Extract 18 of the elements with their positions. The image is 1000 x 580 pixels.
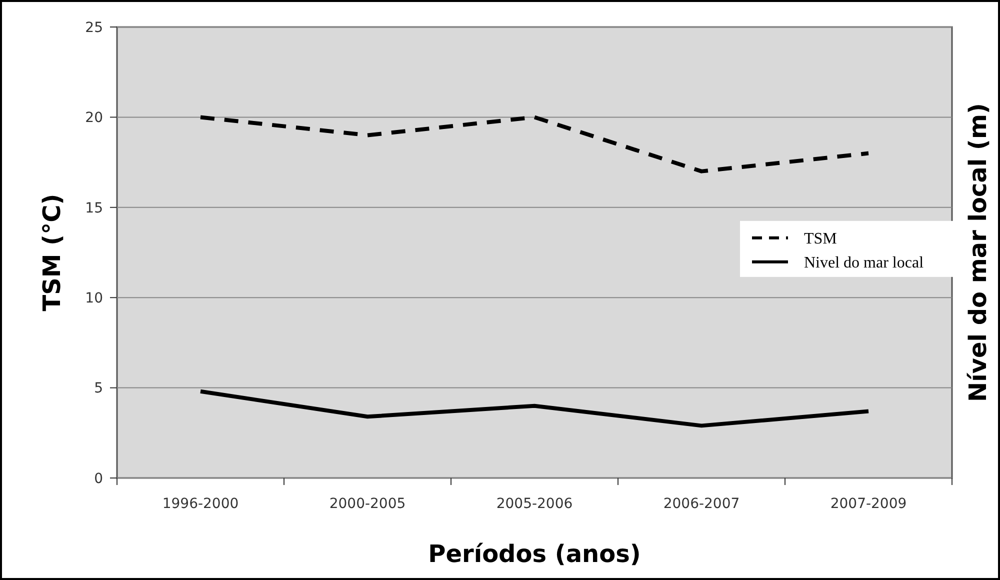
x-tick-label: 2006-2007 [663, 496, 740, 512]
y-tick-label: 15 [85, 200, 103, 216]
x-tick-label: 2005-2006 [496, 496, 573, 512]
y-axis-title: TSM (°C) [38, 194, 66, 312]
line-series [198, 115, 870, 174]
legend-label: Nivel do mar local [804, 254, 924, 272]
y-tick-label: 10 [85, 290, 103, 306]
y2-axis-title: Nível do mar local (m) [964, 103, 992, 402]
y-tick-label: 0 [94, 470, 103, 487]
legend-label: TSM [804, 230, 837, 248]
x-tick-label: 2007-2009 [830, 496, 907, 512]
y-tick-label: 25 [85, 20, 103, 36]
x-tick-label: 2000-2005 [329, 496, 406, 512]
y-tick-label: 5 [94, 380, 103, 397]
y-tick-label: 20 [85, 110, 103, 126]
x-axis-title: Períodos (anos) [428, 540, 641, 568]
x-tick-label: 1996-2000 [162, 496, 239, 512]
line-series [198, 389, 870, 428]
